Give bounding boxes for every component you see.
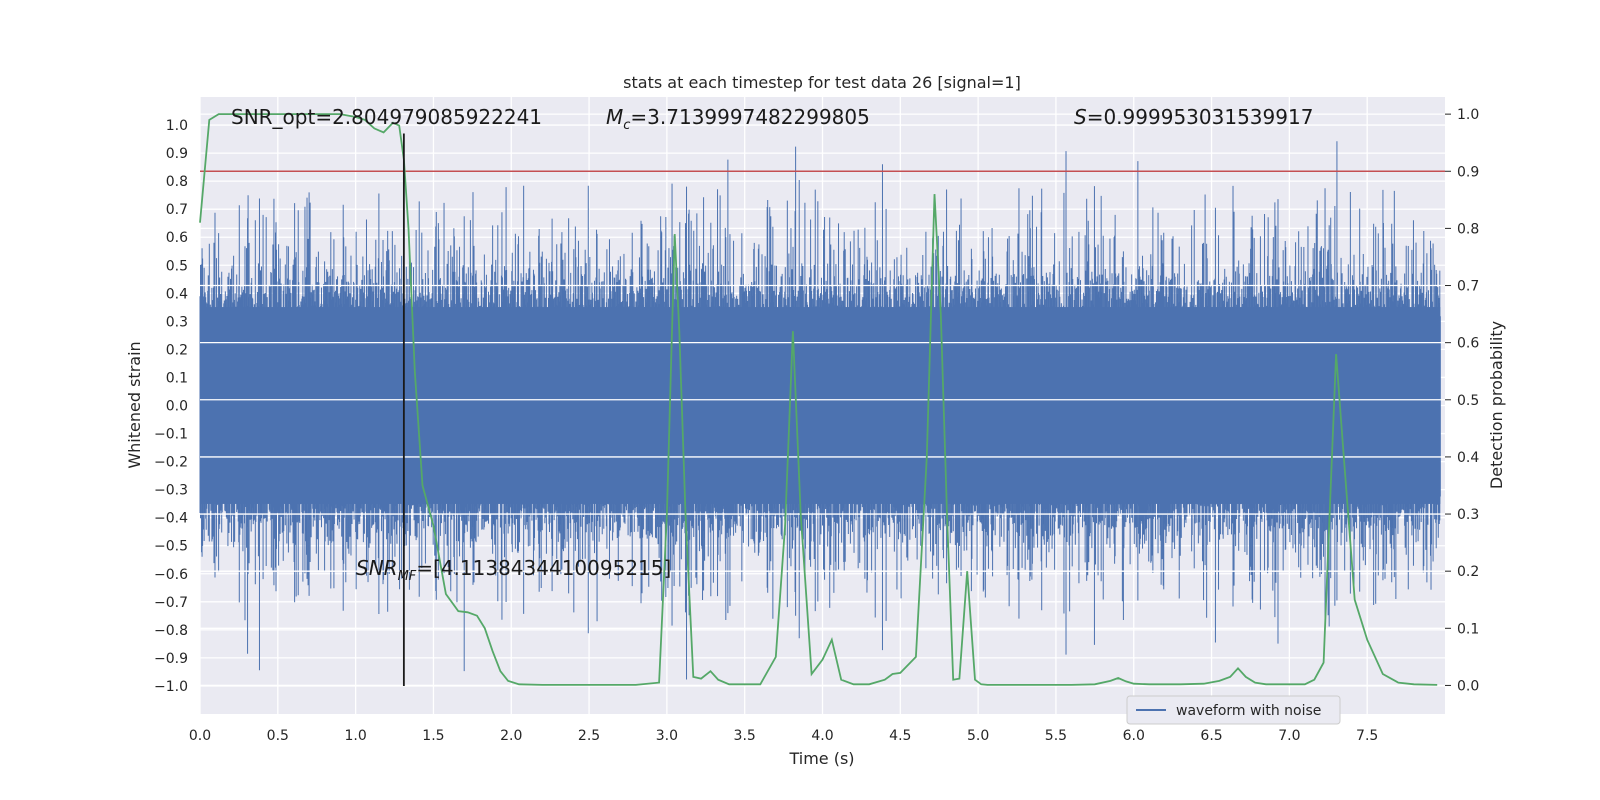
y-tick-label-left: −0.1 [154, 427, 188, 443]
y-tick-label-right: 0.1 [1457, 621, 1479, 637]
detection-probability-line [199, 113, 1438, 686]
x-tick-label: 1.0 [344, 728, 366, 744]
y-tick-label-left: 0.1 [166, 370, 188, 386]
annotation-mc-value: =3.7139997482299805 [630, 105, 869, 129]
x-tick-label: 7.0 [1278, 728, 1300, 744]
y-tick-label-left: 0.6 [166, 230, 188, 246]
x-tick-label: 3.0 [656, 728, 678, 744]
y-tick-label-left: 0.4 [166, 286, 188, 302]
y-tick-label-left: −0.9 [154, 651, 188, 667]
y-tick-label-left: 0.2 [166, 342, 188, 358]
annotation-mc: Mc=3.7139997482299805 [606, 105, 870, 133]
right-y-axis-label: Detection probability [1487, 321, 1506, 489]
x-tick-label: 2.0 [500, 728, 522, 744]
y-tick-label-right: 0.8 [1457, 221, 1479, 237]
chart-title: stats at each timestep for test data 26 … [623, 73, 1021, 92]
x-tick-label: 0.0 [189, 728, 211, 744]
y-tick-label-right: 1.0 [1457, 107, 1479, 123]
y-tick-label-left: −0.5 [154, 539, 188, 555]
y-tick-label-right: 0.0 [1457, 678, 1479, 694]
x-tick-label: 7.5 [1356, 728, 1378, 744]
x-tick-label: 0.5 [267, 728, 289, 744]
x-tick-label: 5.0 [967, 728, 989, 744]
legend: waveform with noise [1126, 695, 1341, 725]
y-tick-label-right: 0.9 [1457, 164, 1479, 180]
annotation-snr-mf: SNRMF=[4.1138434410095215] [356, 556, 671, 584]
legend-box [1126, 695, 1341, 725]
y-tick-label-right: 0.5 [1457, 393, 1479, 409]
x-tick-label: 3.5 [734, 728, 756, 744]
y-tick-label-right: 0.6 [1457, 336, 1479, 352]
y-tick-label-left: −0.7 [154, 595, 188, 611]
y-tick-label-right: 0.3 [1457, 507, 1479, 523]
x-tick-label: 4.5 [889, 728, 911, 744]
x-tick-label: 5.5 [1045, 728, 1067, 744]
x-tick-label: 6.0 [1123, 728, 1145, 744]
y-tick-label-left: −0.4 [154, 511, 188, 527]
annotation-s: S=0.999953031539917 [1074, 105, 1313, 129]
ticks: 0.0 0.5 1.0 1.5 2.0 2.5 3.0 3.5 4.0 4.5 5.0 5.5 6.0 6… [154, 107, 1479, 744]
x-axis-label: Time (s) [788, 749, 854, 768]
annotation-snr-opt: SNR_opt=2.804979085922241 [231, 105, 542, 129]
noise-series [199, 141, 1441, 680]
left-y-axis-label: Whitened strain [125, 341, 144, 468]
x-tick-label: 1.5 [422, 728, 444, 744]
y-tick-label-left: 0.7 [166, 202, 188, 218]
y-tick-label-left: 0.5 [166, 258, 188, 274]
y-tick-label-left: 0.0 [166, 399, 188, 415]
y-tick-label-right: 0.7 [1457, 279, 1479, 295]
lines [199, 113, 1445, 686]
y-tick-label-left: 0.8 [166, 174, 188, 190]
legend-label: waveform with noise [1176, 703, 1321, 719]
y-tick-label-left: −0.3 [154, 483, 188, 499]
y-tick-label-left: 1.0 [166, 118, 188, 134]
annotation-snr-mf-value: =[4.1138434410095215] [416, 556, 671, 580]
x-tick-label: 2.5 [578, 728, 600, 744]
y-tick-label-left: 0.3 [166, 314, 188, 330]
y-tick-label-right: 0.2 [1457, 564, 1479, 580]
y-tick-label-left: −0.2 [154, 455, 188, 471]
y-tick-label-right: 0.4 [1457, 450, 1479, 466]
y-tick-label-left: −0.8 [154, 623, 188, 639]
x-tick-label: 6.5 [1200, 728, 1222, 744]
y-tick-label-left: 0.9 [166, 146, 188, 162]
y-tick-label-left: −0.6 [154, 567, 188, 583]
y-tick-label-left: −1.0 [154, 679, 188, 695]
waveform-core-band [200, 307, 1441, 504]
x-tick-label: 4.0 [811, 728, 833, 744]
annotation-s-value: =0.999953031539917 [1087, 105, 1314, 129]
